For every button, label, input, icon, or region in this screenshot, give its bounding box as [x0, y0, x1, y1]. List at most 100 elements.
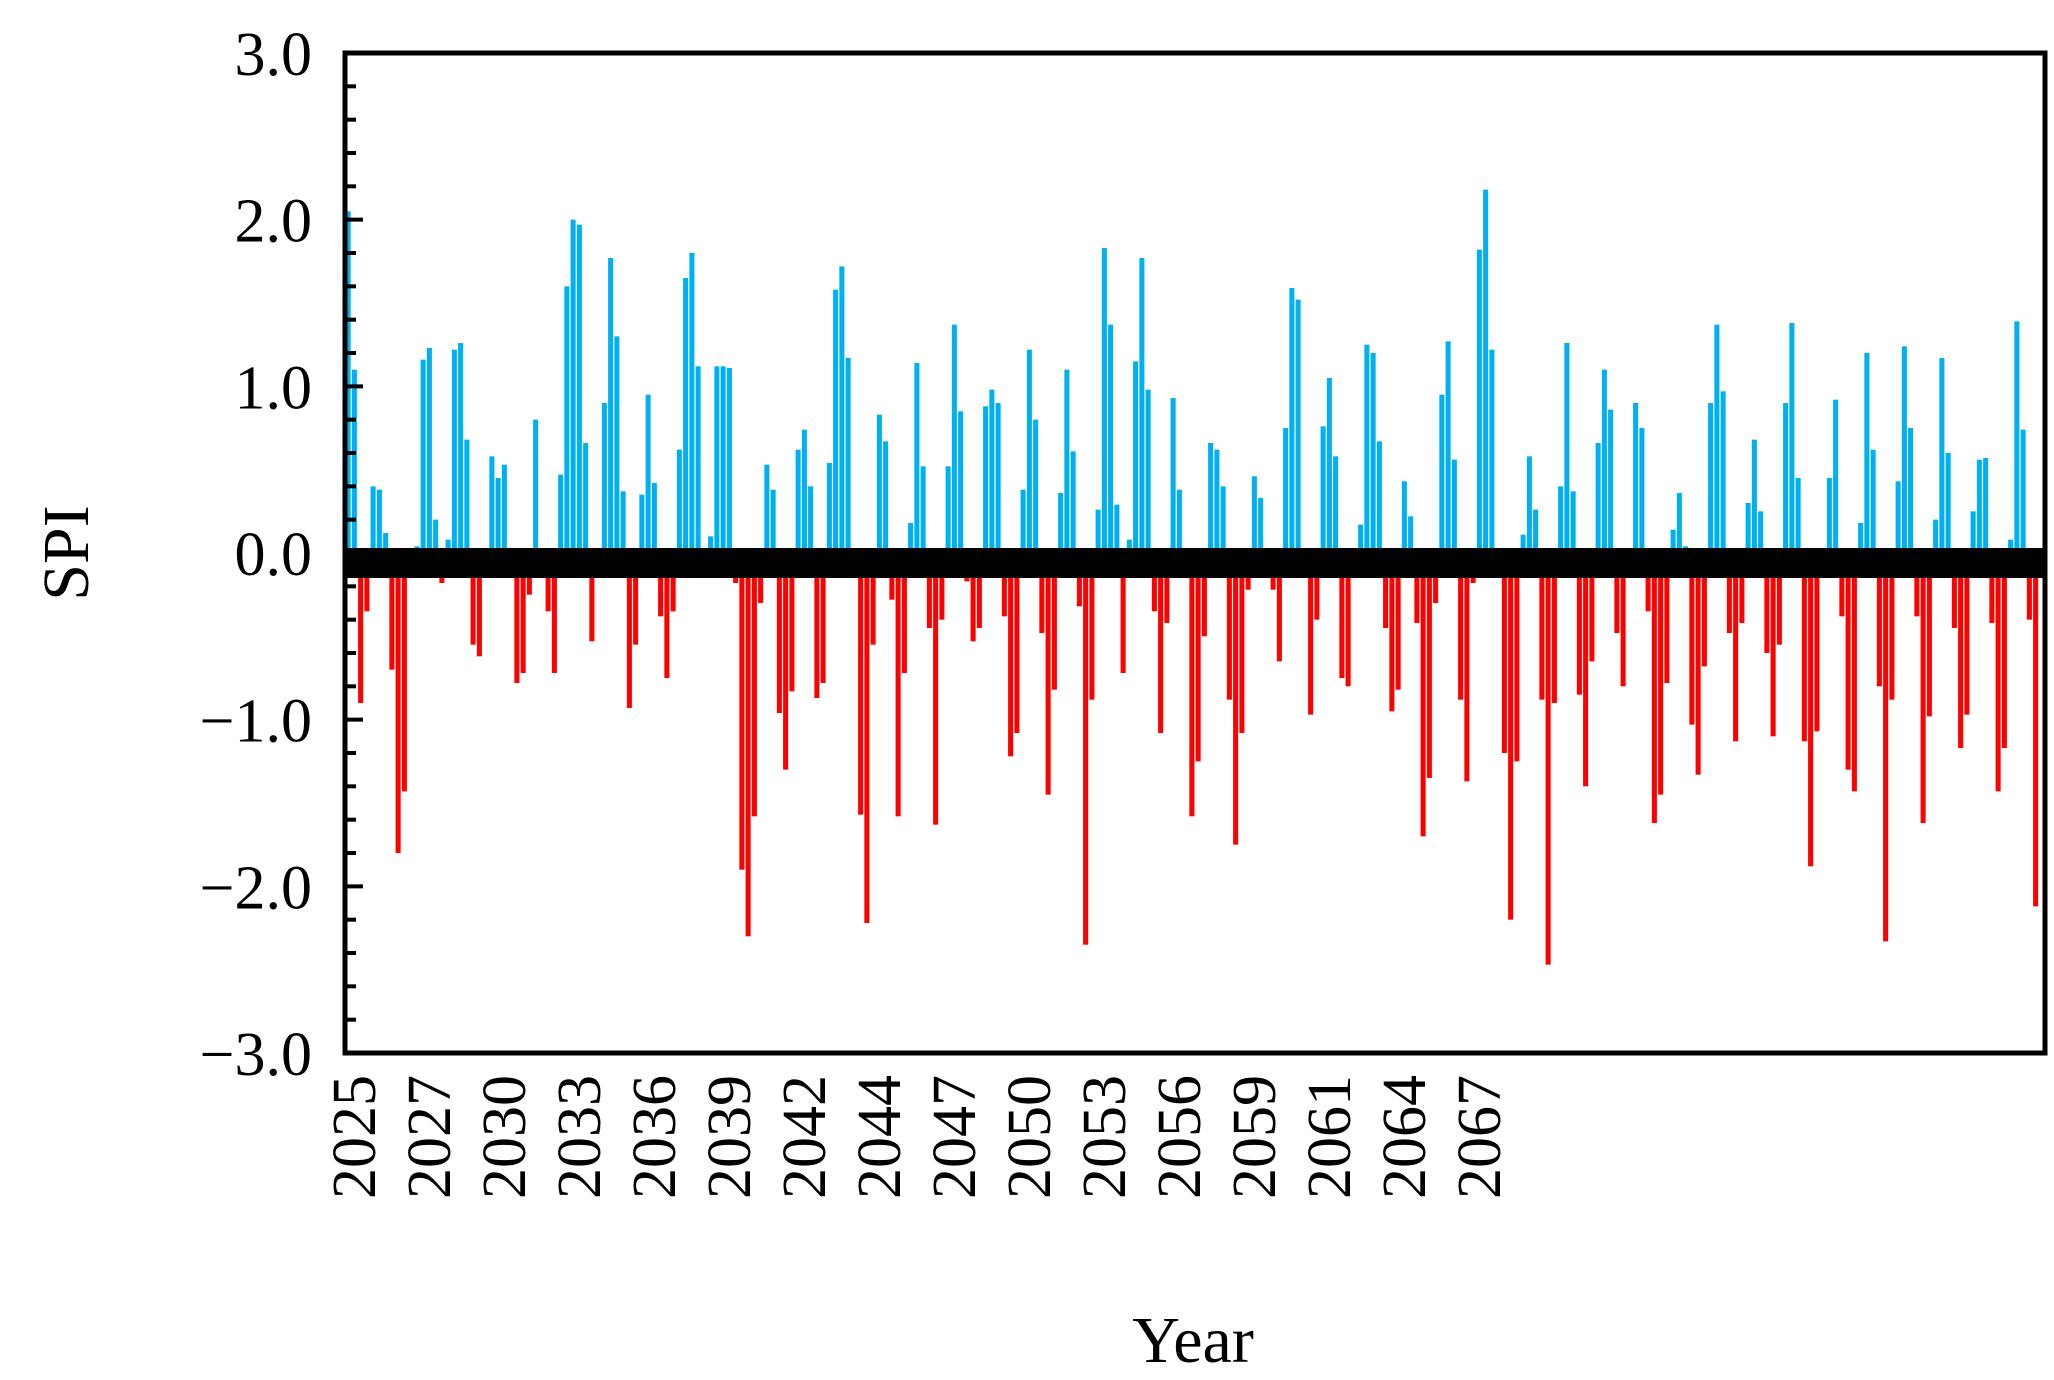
spi-bar: [1851, 553, 1857, 792]
spi-bar: [1701, 553, 1707, 667]
spi-bar: [683, 278, 689, 553]
spi-bar: [2014, 321, 2020, 553]
spi-bar: [1670, 529, 1676, 553]
spi-bar: [895, 553, 901, 817]
spi-bar: [589, 553, 595, 642]
spi-bar: [1201, 553, 1207, 637]
spi-bar: [1776, 553, 1782, 645]
spi-bar: [1170, 398, 1176, 553]
spi-bar: [1083, 553, 1089, 945]
spi-bar: [1895, 481, 1901, 553]
x-tick-label: 2047: [921, 1075, 989, 1199]
spi-bar: [870, 553, 876, 645]
spi-bar: [345, 211, 351, 553]
spi-bar: [1576, 553, 1582, 695]
spi-bar: [1501, 553, 1507, 753]
spi-bar: [1995, 553, 2001, 792]
spi-bar: [639, 494, 645, 553]
spi-bar: [1514, 553, 1520, 762]
spi-bar: [2001, 553, 2007, 748]
spi-bar: [2026, 553, 2032, 620]
y-axis-title: SPI: [30, 505, 103, 600]
spi-bar: [1901, 346, 1907, 553]
spi-bar: [1089, 553, 1095, 700]
spi-bar: [1001, 553, 1007, 617]
spi-bar: [1583, 553, 1589, 787]
x-tick-label: 2033: [546, 1075, 614, 1199]
spi-bar: [1189, 553, 1195, 817]
spi-bar: [1914, 553, 1920, 617]
spi-bar: [395, 553, 401, 853]
spi-bar: [1970, 511, 1976, 553]
spi-bar: [826, 463, 832, 553]
spi-bar: [983, 406, 989, 553]
spi-bar: [1376, 441, 1382, 553]
spi-bar: [2020, 429, 2026, 553]
spi-bar: [1126, 539, 1132, 553]
spi-bar: [1414, 553, 1420, 623]
spi-bar: [945, 466, 951, 553]
spi-bar: [1339, 553, 1345, 678]
spi-bar: [1251, 476, 1257, 553]
spi-bar: [695, 366, 701, 553]
spi-bar: [1489, 349, 1495, 553]
spi-bar: [720, 366, 726, 553]
spi-bar: [1120, 553, 1126, 673]
spi-bar: [420, 359, 426, 553]
spi-bar: [1658, 553, 1664, 795]
spi-bar: [1070, 451, 1076, 553]
spi-bar: [864, 553, 870, 923]
spi-bar: [1320, 426, 1326, 553]
spi-bar: [1508, 553, 1514, 920]
spi-bar: [389, 553, 395, 670]
spi-bar: [570, 219, 576, 554]
spi-bar: [1108, 324, 1114, 553]
spi-bar: [1239, 553, 1245, 733]
spi-bar: [1795, 478, 1801, 553]
spi-bar: [470, 553, 476, 645]
spi-bar: [770, 489, 776, 553]
spi-bar: [1370, 353, 1376, 553]
spi-bar: [1039, 553, 1045, 633]
spi-bar: [1158, 553, 1164, 733]
spi-bar: [426, 348, 432, 553]
spi-bar: [1601, 369, 1607, 553]
y-tick-label: 0.0: [235, 521, 313, 589]
spi-bar: [1476, 249, 1482, 554]
spi-bar: [914, 363, 920, 553]
spi-bar: [1939, 358, 1945, 553]
spi-bar: [658, 553, 664, 617]
spi-bar: [689, 253, 695, 553]
spi-bar: [2008, 539, 2014, 553]
x-tick-label: 2027: [396, 1075, 464, 1199]
x-tick-label: 2050: [996, 1075, 1064, 1199]
spi-bar: [364, 553, 370, 612]
zero-baseline-band: [345, 548, 2045, 578]
spi-bar: [1664, 553, 1670, 683]
spi-bar: [1964, 553, 1970, 715]
spi-bar: [1208, 443, 1214, 553]
spi-bar: [1645, 553, 1651, 612]
spi-bar: [1076, 553, 1082, 607]
spi-bar: [514, 553, 520, 683]
spi-bar: [1889, 553, 1895, 700]
spi-bar: [764, 464, 770, 553]
spi-bar: [795, 449, 801, 553]
spi-bar: [708, 536, 714, 553]
y-tick-label: 2.0: [235, 188, 313, 256]
x-axis-tick-labels: 2025 2027 2030 2033 2036 2039 2042 2044 2047 2050…: [321, 1075, 1514, 1199]
spi-bar: [1058, 493, 1064, 553]
spi-bar: [808, 486, 814, 553]
spi-bar: [858, 553, 864, 815]
spi-bar: [820, 553, 826, 683]
spi-bar: [1920, 553, 1926, 823]
spi-bar: [1451, 459, 1457, 553]
spi-bar: [1651, 553, 1657, 823]
spi-bar: [445, 539, 451, 553]
spi-bar: [1745, 503, 1751, 553]
spi-bar: [1908, 428, 1914, 553]
spi-bar: [1295, 299, 1301, 553]
spi-bar: [1389, 553, 1395, 712]
spi-bar: [995, 403, 1001, 553]
